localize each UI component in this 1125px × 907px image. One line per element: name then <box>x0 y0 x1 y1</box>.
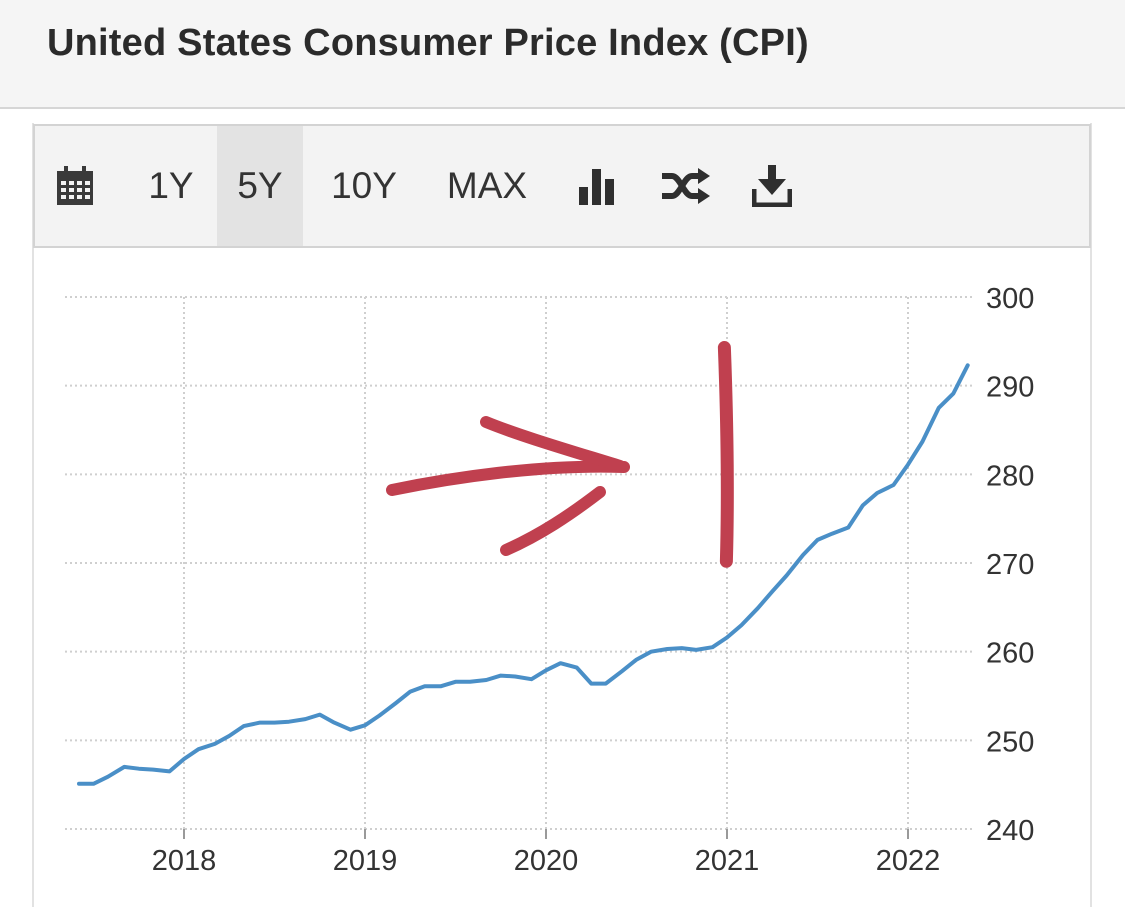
y-tick-label: 300 <box>986 283 1034 315</box>
x-tick-label: 2022 <box>876 845 941 877</box>
x-tick-label: 2021 <box>695 845 760 877</box>
annotation-vertical-line <box>717 341 734 568</box>
calendar-icon[interactable] <box>49 126 101 246</box>
annotation-arrow-head-lower <box>500 486 606 556</box>
y-tick-label: 260 <box>986 638 1034 670</box>
range-max-button[interactable]: MAX <box>446 165 528 206</box>
chart-panel <box>32 123 1092 907</box>
range-5y-button[interactable]: 5Y <box>217 126 303 246</box>
chart-toolbar: 1Y 5Y 10Y MAX <box>33 124 1091 248</box>
cpi-series-line <box>77 363 970 786</box>
shuffle-icon[interactable] <box>657 126 713 246</box>
page-title: United States Consumer Price Index (CPI) <box>47 22 809 64</box>
x-tick-label: 2020 <box>514 845 579 877</box>
x-tick-label: 2019 <box>333 845 398 877</box>
y-tick-label: 250 <box>986 726 1034 758</box>
range-1y-button[interactable]: 1Y <box>148 165 194 206</box>
y-tick-label: 280 <box>986 460 1034 492</box>
download-icon[interactable] <box>747 126 797 246</box>
x-tick-label: 2018 <box>152 845 217 877</box>
annotation-arrow-head-upper <box>480 416 626 472</box>
y-tick-label: 240 <box>986 815 1034 847</box>
header-bar: United States Consumer Price Index (CPI) <box>0 0 1125 109</box>
y-tick-label: 290 <box>986 372 1034 404</box>
bar-chart-icon[interactable] <box>571 126 623 246</box>
y-tick-label: 270 <box>986 549 1034 581</box>
annotation-arrow-shaft <box>386 460 630 496</box>
range-10y-button[interactable]: 10Y <box>331 165 397 206</box>
